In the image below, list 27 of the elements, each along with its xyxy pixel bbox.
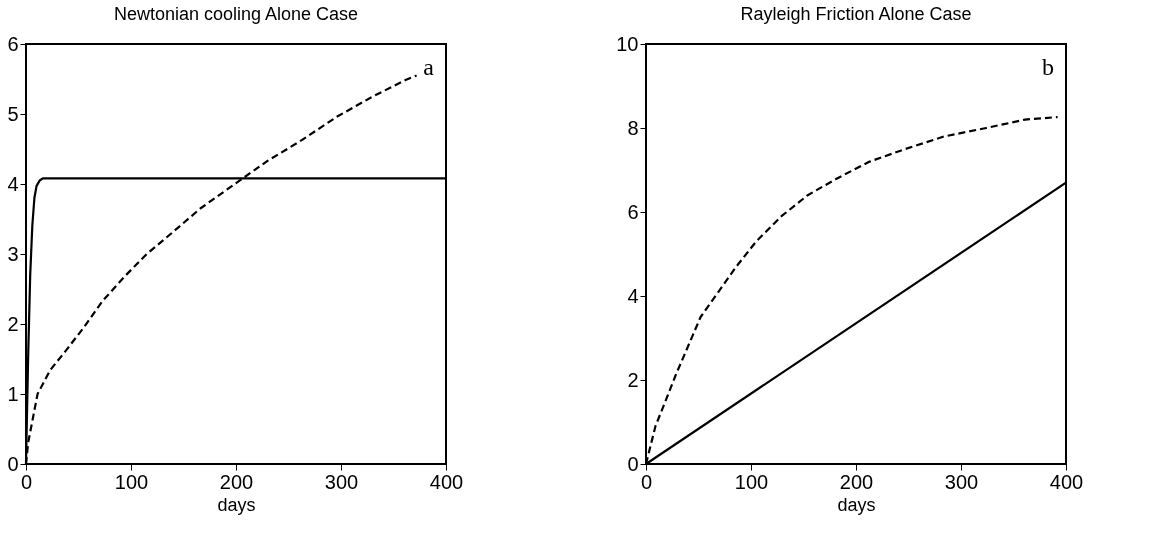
chart-title: Newtonian cooling Alone Case: [113, 4, 359, 24]
y-tick-label: 2: [7, 312, 19, 335]
chart-title: Rayleigh Friction Alone Case: [740, 4, 972, 24]
y-tick-label: 6: [7, 32, 19, 55]
annotation: b: [1042, 54, 1054, 80]
x-tick-label: 400: [429, 470, 464, 493]
x-axis-title: days: [837, 494, 876, 515]
y-tick-label: 3: [7, 242, 19, 265]
annotation: a: [423, 54, 435, 80]
y-tick-label: 4: [627, 284, 639, 307]
y-tick-label: 1: [7, 382, 19, 405]
x-tick-label: 400: [1049, 470, 1084, 493]
y-tick-label: 5: [7, 102, 19, 125]
x-tick-label: 200: [839, 470, 874, 493]
x-tick-label: 100: [114, 470, 149, 493]
y-tick-label: 0: [627, 452, 639, 475]
y-tick-label: 8: [627, 116, 639, 139]
y-tick-label: 2: [627, 368, 639, 391]
y-tick-label: 10: [616, 32, 639, 55]
x-tick-label: 300: [324, 470, 359, 493]
y-tick-label: 6: [627, 200, 639, 223]
x-tick-label: 300: [944, 470, 979, 493]
x-tick-label: 100: [734, 470, 769, 493]
y-tick-label: 4: [7, 172, 19, 195]
x-axis-title: days: [217, 494, 256, 515]
y-tick-label: 0: [7, 452, 19, 475]
x-tick-label: 200: [219, 470, 254, 493]
